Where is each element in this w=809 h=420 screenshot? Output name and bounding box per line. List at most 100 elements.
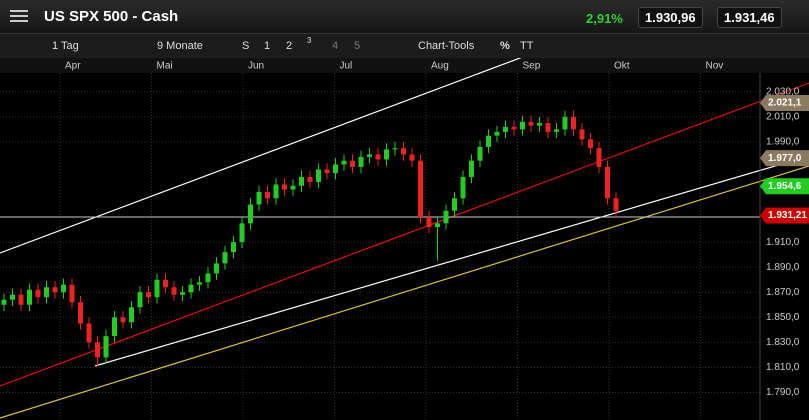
- candle-body: [486, 135, 491, 147]
- candle-body: [222, 252, 228, 264]
- candle-body: [596, 148, 602, 167]
- candle-body: [375, 154, 381, 160]
- candle-body: [469, 160, 474, 177]
- change: 2,91%: [586, 11, 623, 26]
- x-tick-label: Aug: [431, 61, 449, 72]
- x-tick-label: Jun: [248, 61, 264, 72]
- price-marker: [760, 178, 809, 195]
- candle-body: [367, 154, 372, 157]
- candle-body: [137, 292, 143, 308]
- candle-body: [562, 116, 568, 130]
- instrument-title: US SPX 500 - Cash: [44, 8, 179, 25]
- tb-button[interactable]: 3: [307, 36, 312, 45]
- candle-body: [120, 317, 126, 323]
- candle-body: [460, 176, 466, 199]
- price-marker-label: 2.021,1: [768, 98, 802, 109]
- candle-body: [409, 154, 415, 161]
- interval[interactable]: 1 Tag: [52, 40, 79, 52]
- candle-body: [282, 184, 287, 190]
- tb-button[interactable]: 1: [264, 40, 271, 52]
- candle-body: [477, 146, 483, 161]
- candle-body: [290, 185, 296, 190]
- candle-body: [163, 279, 168, 288]
- tb-button[interactable]: 2: [286, 40, 293, 52]
- candle-body: [180, 292, 185, 295]
- candle-body: [613, 198, 619, 211]
- time-axis: [0, 58, 809, 73]
- candle-body: [494, 131, 500, 136]
- candle-body: [554, 129, 559, 132]
- candle-body: [248, 204, 253, 224]
- candle-body: [435, 223, 440, 228]
- candle-body: [18, 294, 24, 305]
- candle-body: [197, 282, 202, 285]
- candle-body: [205, 273, 211, 283]
- channel-line: [0, 58, 522, 254]
- candle-body: [265, 192, 270, 199]
- candle-body: [350, 160, 355, 167]
- y-tick-label: 1.870,0: [766, 287, 800, 298]
- candle-body: [341, 160, 347, 165]
- candle-body: [61, 284, 66, 293]
- candle-body: [511, 126, 517, 130]
- support-line: [0, 165, 809, 419]
- channel-line: [94, 155, 809, 367]
- x-tick-label: Nov: [706, 61, 724, 72]
- ask-price[interactable]: 1.931,46: [717, 7, 782, 28]
- tb-button[interactable]: S: [242, 40, 250, 52]
- candle-body: [392, 148, 398, 150]
- candle-body: [10, 294, 15, 300]
- candle-body: [384, 149, 389, 160]
- header: US SPX 500 - Cash 2,91% 1.930,96 1.931,4…: [0, 0, 809, 33]
- price-marker: [760, 207, 809, 224]
- candle-body: [426, 217, 432, 228]
- x-tick-label: Okt: [614, 61, 630, 72]
- candle-body: [316, 169, 321, 182]
- candle-body: [443, 210, 449, 224]
- toolbar: 1 Tag 9 Monate S 1 2 3 4 5 Chart-Tools %…: [0, 33, 809, 60]
- text-tool[interactable]: TT: [520, 40, 534, 52]
- bid-price[interactable]: 1.930,96: [638, 7, 703, 28]
- y-tick-label: 2.010,0: [766, 111, 800, 122]
- candle-body: [35, 289, 41, 298]
- x-tick-label: Sep: [523, 61, 541, 72]
- candle-body: [52, 287, 58, 293]
- y-tick-label: 2.030,0: [766, 86, 800, 97]
- trend-line: [0, 82, 809, 387]
- x-tick-label: Mai: [157, 61, 173, 72]
- y-tick-label: 1.850,0: [766, 312, 800, 323]
- y-tick-label: 1.910,0: [766, 237, 800, 248]
- candle-body: [44, 287, 49, 298]
- candle-body: [503, 126, 508, 132]
- candle-body: [239, 223, 245, 243]
- candle-body: [1, 299, 7, 305]
- price-marker: [760, 94, 809, 111]
- price-marker-label: 1.954,6: [768, 181, 802, 192]
- price-marker-label: 1.977,0: [768, 153, 802, 164]
- percent-tool[interactable]: %: [500, 40, 510, 52]
- candle-body: [418, 160, 423, 218]
- candle-body: [452, 198, 457, 211]
- y-tick-label: 1.890,0: [766, 262, 800, 273]
- tb-button[interactable]: 4: [332, 40, 339, 52]
- range[interactable]: 9 Monate: [157, 40, 203, 52]
- candle-body: [579, 129, 585, 140]
- candle-body: [112, 317, 117, 337]
- candle-body: [214, 263, 219, 274]
- candle-body: [324, 169, 330, 174]
- candle-body: [520, 121, 525, 130]
- menu-icon[interactable]: [4, 0, 34, 33]
- y-tick-label: 1.830,0: [766, 337, 800, 348]
- candle-body: [171, 287, 177, 295]
- candle-body: [528, 121, 534, 126]
- candle-body: [78, 302, 83, 324]
- candle-body: [86, 323, 92, 343]
- tb-button[interactable]: 5: [354, 40, 361, 52]
- candle-body: [401, 148, 406, 155]
- candle-body: [588, 139, 593, 149]
- candle-body: [333, 164, 338, 174]
- y-tick-label: 1.810,0: [766, 362, 800, 373]
- candle-body: [188, 284, 194, 293]
- candle-body: [256, 192, 262, 205]
